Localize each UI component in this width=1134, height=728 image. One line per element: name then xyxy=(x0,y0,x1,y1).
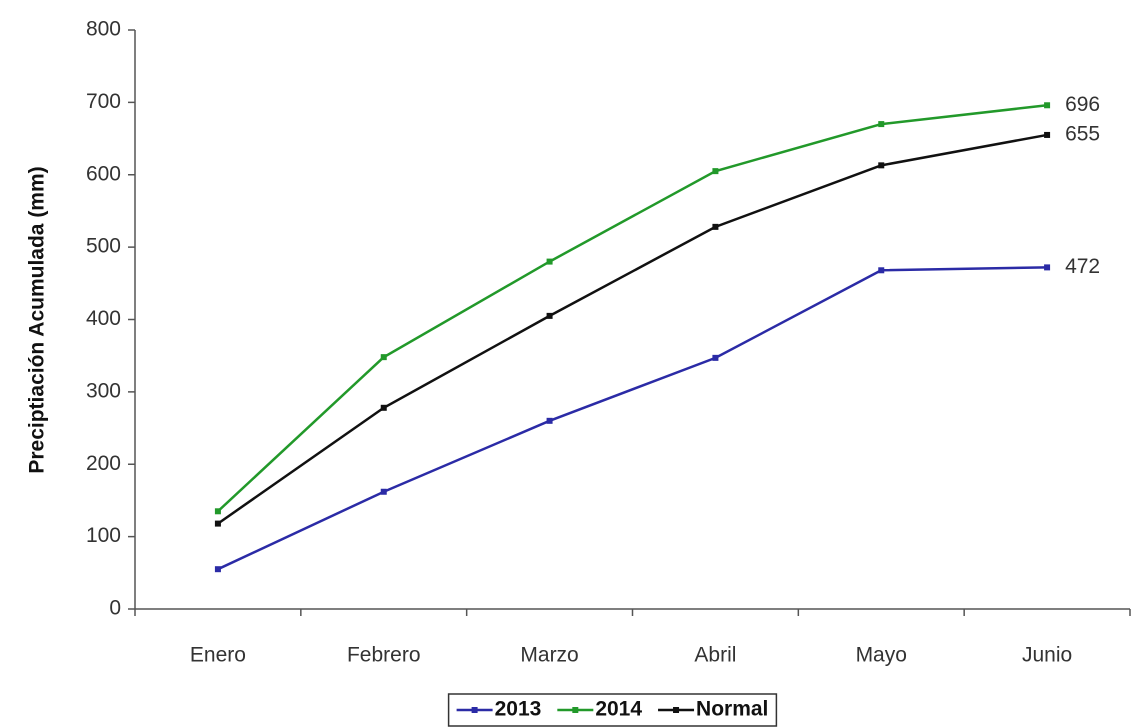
x-tick-label: Enero xyxy=(190,644,246,667)
legend-marker xyxy=(673,707,680,713)
legend-label: 2014 xyxy=(595,698,642,721)
point-marker xyxy=(380,488,387,495)
point-marker xyxy=(712,168,719,175)
legend-label: Normal xyxy=(696,698,768,721)
point-marker xyxy=(380,354,387,361)
y-tick-label: 800 xyxy=(86,18,121,41)
x-tick-label: Marzo xyxy=(520,644,578,667)
point-marker xyxy=(712,223,719,230)
y-tick-label: 400 xyxy=(86,307,121,330)
point-marker xyxy=(878,162,885,169)
point-marker xyxy=(1044,102,1051,109)
y-axis-label: Preciptiación Acumulada (mm) xyxy=(26,166,49,473)
point-marker xyxy=(214,520,221,527)
y-tick-label: 200 xyxy=(86,452,121,475)
point-marker xyxy=(1044,131,1051,138)
point-marker xyxy=(878,267,885,274)
x-tick-label: Mayo xyxy=(856,644,907,667)
x-tick-label: Junio xyxy=(1022,644,1072,667)
series-line xyxy=(217,104,1048,513)
point-marker xyxy=(380,404,387,411)
x-tick-label: Febrero xyxy=(347,644,421,667)
y-tick-label: 600 xyxy=(86,162,121,185)
point-marker xyxy=(214,508,221,515)
point-marker xyxy=(878,121,885,128)
point-marker xyxy=(214,566,221,573)
y-tick-label: 100 xyxy=(86,524,121,547)
y-tick-label: 500 xyxy=(86,235,121,258)
y-tick-label: 300 xyxy=(86,379,121,402)
data-label: 655 xyxy=(1065,122,1100,145)
y-tick-label: 700 xyxy=(86,90,121,113)
point-marker xyxy=(712,354,719,361)
x-tick-label: Abril xyxy=(694,644,736,667)
point-marker xyxy=(546,258,553,265)
legend-marker xyxy=(572,707,579,713)
data-label: 472 xyxy=(1065,255,1100,278)
point-marker xyxy=(546,417,553,424)
point-marker xyxy=(546,312,553,319)
legend-box xyxy=(447,693,778,727)
legend-marker xyxy=(471,707,478,713)
point-marker xyxy=(1044,264,1051,271)
y-tick-label: 0 xyxy=(109,597,121,620)
legend-label: 2013 xyxy=(495,698,542,721)
series-line xyxy=(217,266,1048,571)
series-line xyxy=(217,133,1048,525)
data-label: 696 xyxy=(1065,93,1100,116)
legend: 2013 2014 Normal xyxy=(447,693,778,727)
